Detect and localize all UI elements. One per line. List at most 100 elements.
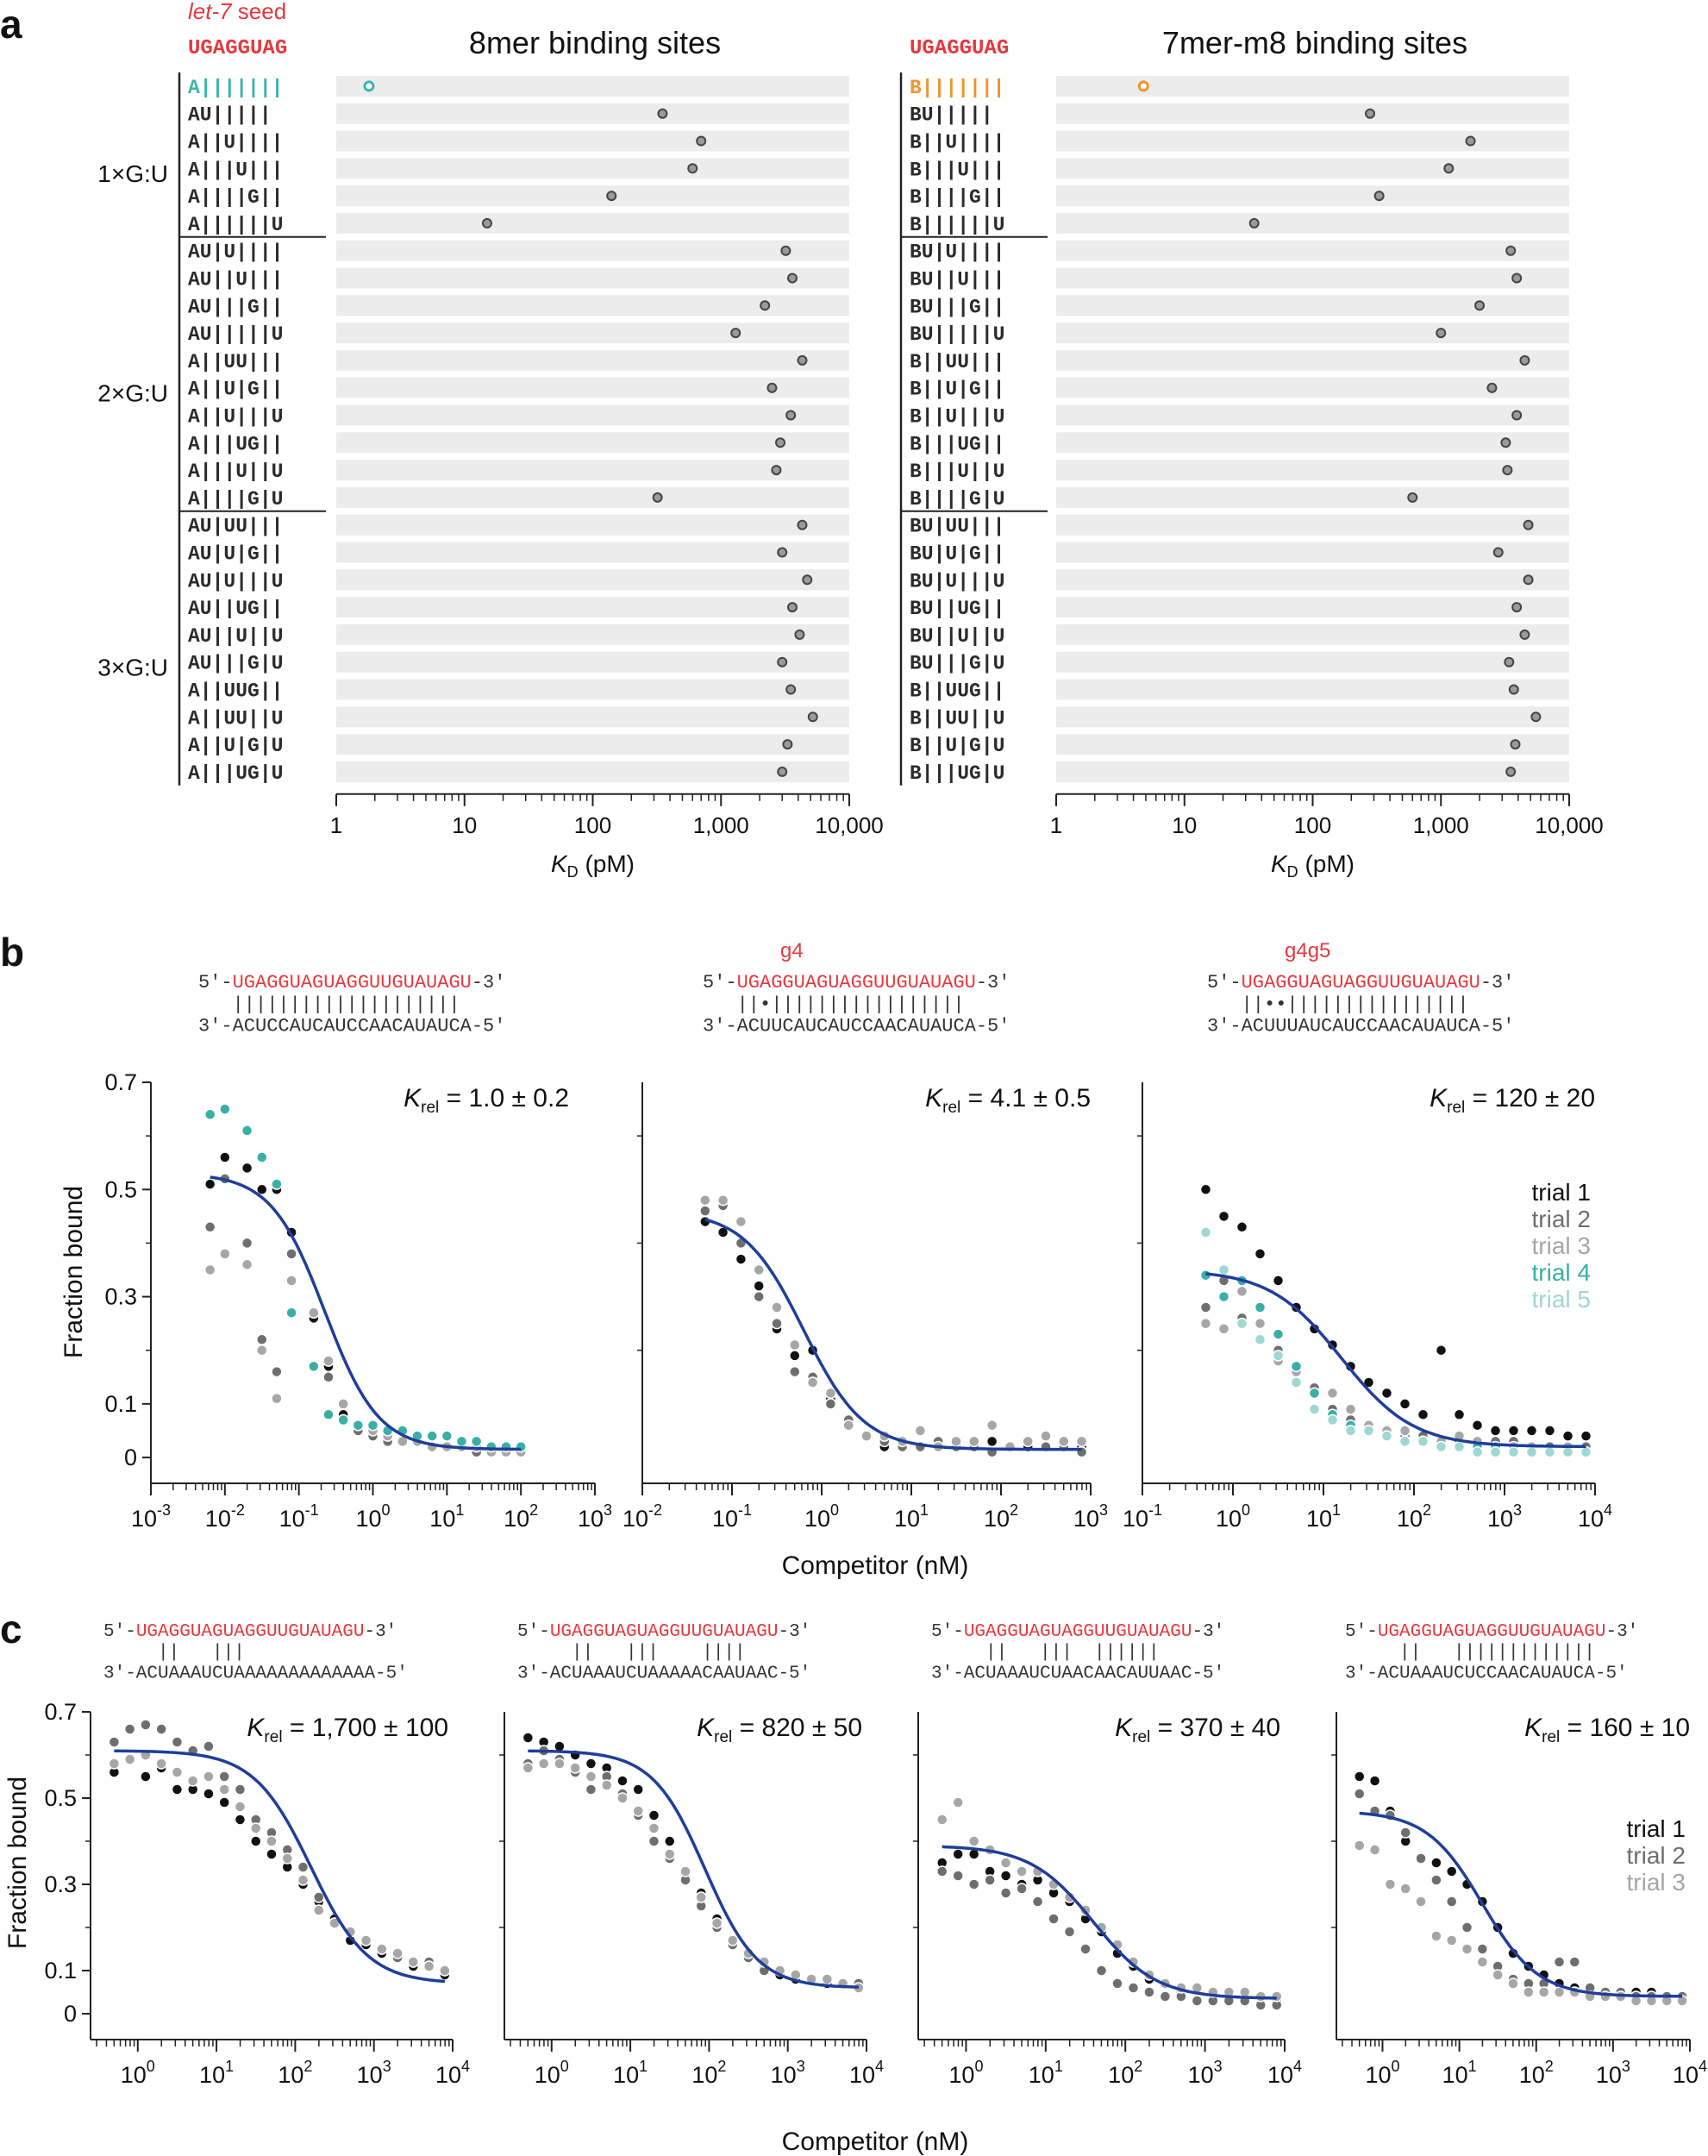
kd-point bbox=[785, 410, 797, 421]
data-point-trial-3 bbox=[1445, 1934, 1458, 1946]
site-label: BU||U||| bbox=[910, 269, 1004, 291]
kd-point bbox=[1523, 574, 1534, 586]
data-point-trial-5 bbox=[1561, 1446, 1574, 1458]
duplex-c4-pairs: || ||||||||||||| bbox=[1378, 1643, 1595, 1663]
site-label: AU|U|||U bbox=[188, 570, 283, 592]
data-point-trial-2 bbox=[322, 1371, 335, 1383]
data-point-trial-3 bbox=[297, 1874, 310, 1886]
tick-base: 10 bbox=[1123, 1506, 1148, 1532]
mirna-seq: UGAGGUAGUAGGUUGUAUAGU bbox=[1242, 972, 1480, 993]
kd-point bbox=[794, 629, 805, 640]
duplex-c3-bottom: 3′-ACUAAAUCUAACAACAUUAAC-5′ bbox=[931, 1664, 1224, 1683]
mismatch-annotation: g4g5 bbox=[1285, 939, 1330, 962]
tick-base: 10 bbox=[894, 1506, 920, 1532]
data-point-trial-2 bbox=[1159, 1990, 1172, 2002]
tick-base: 10 bbox=[1073, 1506, 1099, 1532]
kd-point bbox=[777, 766, 788, 777]
kd-tick-label: 1 bbox=[1050, 812, 1062, 838]
row-band bbox=[1056, 542, 1569, 563]
data-point-trial-3 bbox=[1492, 1969, 1504, 1981]
x-tick-label: 103 bbox=[1188, 2058, 1223, 2088]
data-point-trial-2 bbox=[1476, 1943, 1489, 1955]
krel-symbol: K bbox=[925, 1084, 944, 1112]
site-label: B||U|G|U bbox=[910, 735, 1004, 757]
kd-point bbox=[1511, 273, 1523, 284]
tick-exponent: -2 bbox=[231, 1501, 245, 1519]
data-point-trial-3 bbox=[952, 1796, 964, 1808]
tick-exponent: 3 bbox=[383, 2058, 391, 2075]
x-tick-label: 101 bbox=[894, 1501, 929, 1532]
mirna-seq: UGAGGUAGUAGGUUGUAUAGU bbox=[233, 972, 472, 993]
data-point-trial-3 bbox=[266, 1835, 278, 1847]
fit-curve bbox=[528, 1749, 859, 1989]
duplex-c2-pairs: || ||| |||| bbox=[550, 1643, 767, 1663]
row-band bbox=[336, 212, 849, 234]
site-label: A||||G|U bbox=[188, 488, 283, 511]
legend-trial-2: trial 2 bbox=[1532, 1206, 1591, 1232]
krel-label: Krel = 1,700 ± 100 bbox=[247, 1714, 448, 1746]
row-band bbox=[1056, 432, 1569, 454]
tick-base: 10 bbox=[1365, 2062, 1391, 2088]
kd-subscript: D bbox=[1287, 863, 1298, 881]
row-band bbox=[1056, 103, 1569, 124]
three-prime: -3′ bbox=[1192, 1622, 1224, 1642]
kd-point bbox=[797, 519, 808, 530]
row-band bbox=[336, 323, 849, 344]
tick-base: 10 bbox=[691, 2062, 717, 2088]
site-label: B||||G|| bbox=[910, 186, 1004, 209]
site-label: AU||||| bbox=[188, 104, 272, 127]
site-label: B||U|||U bbox=[910, 406, 1004, 429]
data-point-trial-4 bbox=[1254, 1301, 1267, 1313]
mirna-seq: UGAGGUAGUAGGUUGUAUAGU bbox=[737, 972, 976, 993]
data-point-trial-3 bbox=[1553, 1986, 1566, 1998]
data-point-trial-4 bbox=[322, 1408, 335, 1421]
site-label: AU||U||U bbox=[188, 625, 283, 648]
data-point-trial-3 bbox=[821, 1973, 834, 1985]
y-axis-label-c: Fraction bound bbox=[3, 1777, 32, 1949]
tick-base: 10 bbox=[1108, 2062, 1134, 2088]
row-band bbox=[1056, 651, 1569, 673]
duplex-c3-top: 5′-UGAGGUAGUAGGUUGUAUAGU-3′ bbox=[931, 1622, 1224, 1642]
site-label: A||UU||U bbox=[188, 707, 283, 730]
fit-curve bbox=[210, 1175, 522, 1451]
krel-value: = 4.1 ± 0.5 bbox=[960, 1084, 1091, 1112]
row-band bbox=[1056, 240, 1569, 261]
site-label: B|||UG|U bbox=[910, 762, 1004, 785]
row-band bbox=[336, 624, 849, 645]
krel-label: Krel = 820 ± 50 bbox=[697, 1714, 862, 1746]
kd-point bbox=[657, 108, 668, 119]
row-band bbox=[336, 103, 849, 124]
data-point-trial-1 bbox=[1435, 1344, 1448, 1357]
krel-symbol: K bbox=[1115, 1714, 1134, 1742]
kd-point bbox=[1505, 766, 1517, 777]
duplex-b2-pairs: ||•||||||||||||||||| bbox=[737, 993, 965, 1015]
five-prime: 5′- bbox=[703, 972, 737, 993]
data-point-trial-1 bbox=[1353, 1771, 1366, 1783]
y-tick-label: 0.7 bbox=[44, 1699, 77, 1725]
tick-exponent: 4 bbox=[1699, 2058, 1707, 2075]
kd-point bbox=[775, 437, 786, 448]
data-point-trial-2 bbox=[1127, 1982, 1140, 1994]
row-band bbox=[1056, 130, 1569, 152]
data-point-trial-2 bbox=[123, 1723, 136, 1735]
mismatch-annotation: g4 bbox=[780, 939, 804, 962]
fit-curve bbox=[704, 1218, 1082, 1451]
data-point-trial-1 bbox=[1199, 1183, 1212, 1196]
tick-base: 10 bbox=[613, 2062, 639, 2088]
site-label: B||UU||| bbox=[910, 351, 1004, 373]
data-point-trial-3 bbox=[753, 1263, 765, 1276]
data-point-trial-3 bbox=[407, 1956, 420, 1968]
tick-base: 10 bbox=[1216, 1506, 1242, 1532]
x-tick-label: 101 bbox=[199, 2058, 234, 2088]
five-prime: 5′- bbox=[931, 1622, 964, 1642]
data-point-trial-5 bbox=[1580, 1446, 1592, 1458]
data-point-trial-1 bbox=[1543, 1425, 1556, 1437]
seed-sequence-left: UGAGGUAG bbox=[188, 37, 287, 60]
data-point-trial-4 bbox=[219, 1103, 231, 1115]
krel-subscript: rel bbox=[1542, 1728, 1560, 1746]
row-band bbox=[1056, 569, 1569, 591]
data-point-trial-2 bbox=[155, 1723, 167, 1735]
row-band bbox=[1056, 404, 1569, 426]
kd-unit: (pM) bbox=[1298, 850, 1355, 877]
kd-point bbox=[802, 574, 813, 586]
